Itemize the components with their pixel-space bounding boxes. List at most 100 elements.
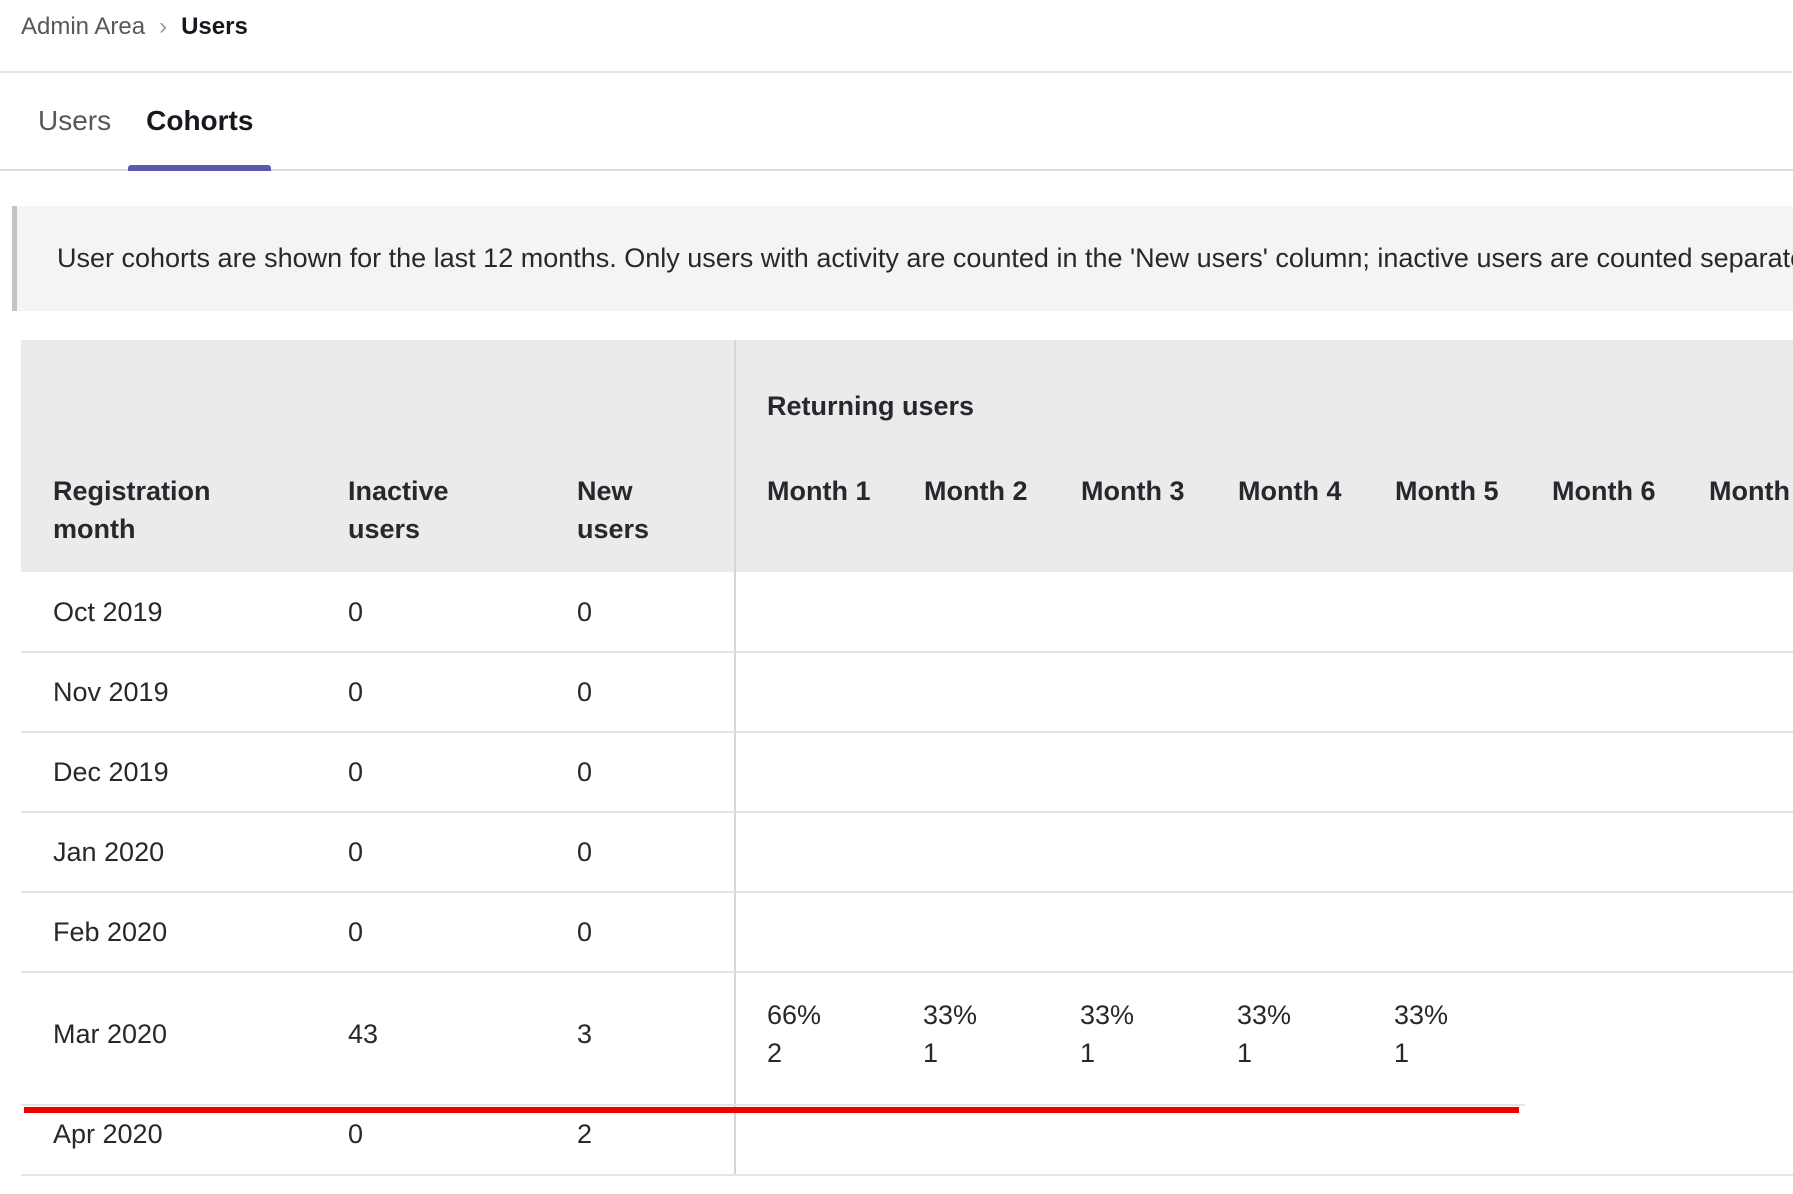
returning-percentage: 33%	[1237, 999, 1292, 1030]
column-header-label: New users	[577, 476, 650, 544]
cell-returning-month-6	[1520, 812, 1678, 893]
cell-returning-month-2	[892, 812, 1050, 893]
cell-returning-month-1	[734, 572, 893, 653]
month-column-header-label: Month 4	[1238, 476, 1342, 506]
cell-returning-month-4	[1206, 652, 1364, 733]
mar-row-bottom-border	[21, 1104, 1525, 1106]
column-header: Inactive users	[316, 436, 545, 572]
month-column-header-label: Month 7	[1709, 476, 1793, 506]
returning-percentage: 33%	[1394, 999, 1449, 1030]
cell-returning-month-6	[1520, 1094, 1678, 1176]
cell-returning-month-5	[1363, 572, 1521, 653]
cell-registration-month: Jan 2020	[21, 812, 316, 893]
table-row: Feb 2020 0 0	[21, 892, 1793, 973]
tab-cohorts[interactable]: Cohorts	[128, 73, 272, 171]
cell-returning-month-4	[1206, 572, 1364, 653]
cell-inactive-users: 0	[316, 812, 545, 893]
cell-returning-month-2	[892, 572, 1050, 653]
cell-registration-month: Feb 2020	[21, 892, 316, 973]
table-row: Jan 2020 0 0	[21, 812, 1793, 893]
cell-returning-month-1	[734, 732, 893, 813]
cell-returning-month-6	[1520, 892, 1678, 973]
cell-returning-month-6	[1520, 652, 1678, 733]
column-header-label: Registration month	[53, 476, 211, 544]
breadcrumb-admin-area[interactable]: Admin Area	[21, 13, 146, 40]
cohorts-info-banner: User cohorts are shown for the last 12 m…	[12, 206, 1793, 311]
cell-returning-month-5	[1363, 812, 1521, 893]
cell-inactive-users: 0	[316, 572, 545, 653]
cohorts-table-wrap: Returning users Registration month Inacti…	[0, 340, 1793, 1176]
cell-returning-month-3	[1049, 812, 1207, 893]
cell-returning-month-6	[1520, 732, 1678, 813]
cell-returning-month-3: 33% 1	[1049, 972, 1206, 1094]
cell-returning-month-4	[1206, 812, 1364, 893]
returning-count: 2	[767, 1037, 783, 1068]
cell-returning-month-4	[1206, 892, 1364, 973]
month-column-header: Month 3	[1049, 436, 1207, 572]
cell-returning-month-2	[892, 652, 1050, 733]
cell-returning-month-3	[1049, 572, 1207, 653]
cell-new-users: 0	[545, 652, 736, 733]
breadcrumb: Admin Area › Users	[0, 0, 1793, 73]
cell-returning-month-5	[1363, 652, 1521, 733]
cell-returning-month-1	[734, 812, 893, 893]
group-header-row: Returning users	[21, 340, 1793, 436]
table-row: Dec 2019 0 0	[21, 732, 1793, 813]
month-column-header-label: Month 6	[1552, 476, 1656, 506]
returning-percentage: 33%	[1080, 999, 1135, 1030]
month-column-header: Month 4	[1206, 436, 1364, 572]
returning-count: 1	[923, 1037, 939, 1068]
cell-returning-month-1	[734, 892, 893, 973]
column-header: New users	[545, 436, 736, 572]
tab-bar: Users Cohorts	[0, 73, 1793, 171]
returning-count: 1	[1237, 1037, 1253, 1068]
returning-count: 1	[1394, 1037, 1410, 1068]
table-row: Oct 2019 0 0	[21, 572, 1793, 653]
column-header: Registration month	[21, 436, 316, 572]
cell-returning-month-7	[1677, 1094, 1793, 1176]
breadcrumb-users[interactable]: Users	[181, 13, 248, 40]
cohorts-table: Returning users Registration month Inacti…	[21, 340, 1793, 1176]
cell-returning-month-1: 66% 2	[734, 972, 893, 1094]
column-header-row: Registration month Inactive users New user…	[21, 436, 1793, 572]
month-column-header: Month 5	[1363, 436, 1521, 572]
cell-returning-month-3	[1049, 732, 1207, 813]
returning-percentage: 33%	[923, 999, 978, 1030]
month-column-header: Month 6	[1520, 436, 1678, 572]
cell-returning-month-1	[734, 652, 893, 733]
cell-returning-month-4: 33% 1	[1206, 972, 1363, 1094]
month-column-header: Month 2	[892, 436, 1050, 572]
cell-returning-month-2: 33% 1	[892, 972, 1049, 1094]
cell-returning-month-7	[1677, 812, 1793, 893]
cell-registration-month: Nov 2019	[21, 652, 316, 733]
cell-new-users: 0	[545, 732, 736, 813]
cell-inactive-users: 0	[316, 652, 545, 733]
column-header-label: Inactive users	[348, 476, 449, 544]
cell-new-users: 0	[545, 572, 736, 653]
returning-percentage: 66%	[767, 999, 822, 1030]
cell-returning-month-5	[1363, 732, 1521, 813]
cell-returning-month-7	[1677, 572, 1793, 653]
month-column-header: Month 7	[1677, 436, 1793, 572]
month-column-header-label: Month 2	[924, 476, 1028, 506]
month-column-header-label: Month 5	[1395, 476, 1499, 506]
cell-returning-month-3	[1049, 892, 1207, 973]
cell-registration-month: Oct 2019	[21, 572, 316, 653]
month-column-header: Month 1	[734, 436, 893, 572]
cell-registration-month: Dec 2019	[21, 732, 316, 813]
tab-users[interactable]: Users	[38, 105, 112, 136]
cell-returning-month-2	[892, 732, 1050, 813]
cell-returning-month-7	[1677, 892, 1793, 973]
group-header-spacer	[21, 340, 736, 436]
returning-count: 1	[1080, 1037, 1096, 1068]
cell-returning-month-4	[1206, 732, 1364, 813]
cell-returning-month-7	[1677, 972, 1793, 1094]
cell-returning-month-2	[892, 892, 1050, 973]
cell-inactive-users: 43	[348, 1018, 379, 1049]
table-row: Mar 2020 43 3 66% 2 33% 1 33% 1 33% 1 33% 1	[21, 972, 1793, 1094]
chevron-right-icon: ›	[159, 13, 168, 40]
red-annotation-line	[24, 1107, 1519, 1113]
cell-returning-month-5	[1363, 892, 1521, 973]
returning-users-group-header: Returning users	[734, 340, 1793, 436]
cell-registration-month: Mar 2020	[53, 1018, 168, 1049]
